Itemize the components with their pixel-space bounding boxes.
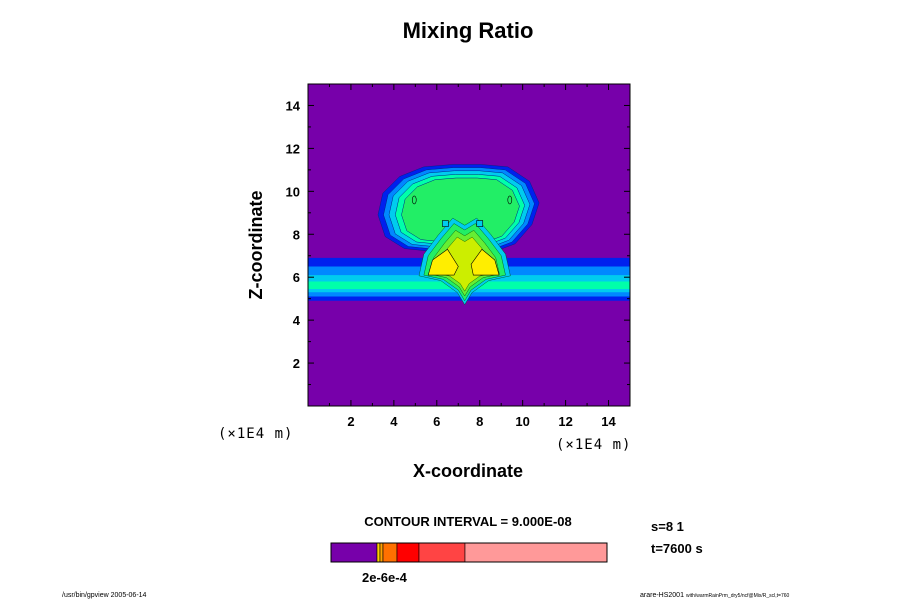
colorbar-segment-2 [379,542,384,563]
s-value-label: s=8 1 [651,519,684,534]
colorbar-segment-0 [330,542,378,563]
x-tick-labels: 2 4 6 8 10 12 14 [347,414,616,429]
y-tick-label: 10 [286,184,300,199]
contour-field [308,84,630,406]
footer-left: /usr/bin/gpview 2005-06-14 [62,592,147,599]
y-axis-title: Z-coordinate [246,190,266,299]
contour-ring-0 [411,195,417,205]
plot-frame [307,83,631,407]
x-tick-label: 8 [476,414,483,429]
colorbar-segment-4 [396,542,420,563]
x-axis-title: X-coordinate [413,461,523,481]
x-tick-label: 10 [515,414,529,429]
contour-box-1 [476,220,484,227]
t-value-label: t=7600 s [651,541,703,556]
colorbar-segment-1 [376,542,381,563]
footer-right-main: arare-HS2001 [640,592,684,599]
y-tick-label: 8 [293,227,300,242]
y-tick-label: 2 [293,356,300,371]
y-tick-label: 4 [293,313,301,328]
axis-ticks [308,84,630,406]
chart-title: Mixing Ratio [403,18,534,43]
colorbar-segment-5 [418,542,466,563]
colorbar-label: 2e-6e-4 [362,570,408,585]
x-tick-label: 2 [347,414,354,429]
footer-right-detail: with/warmRainPrm_dry5/ncf@Mix/R_scl,t=76… [686,593,790,599]
y-tick-labels: 2 4 6 8 10 12 14 [286,98,301,371]
colorbar-frame [330,542,608,563]
contour-box-0 [442,220,449,227]
x-tick-label: 14 [601,414,616,429]
core-right [470,248,500,276]
x-unit-label: (×1E4 m) [556,437,631,453]
colorbar-segment-3 [382,542,398,563]
x-tick-label: 12 [558,414,572,429]
y-unit-label: (×1E4 m) [218,426,293,442]
core-left [427,248,459,276]
contour-interval-label: CONTOUR INTERVAL = 9.000E-08 [364,514,571,529]
colorbar [330,542,608,563]
colorbar-segment-6 [464,542,608,563]
y-tick-label: 14 [286,98,301,113]
x-tick-label: 4 [390,414,398,429]
x-tick-label: 6 [433,414,440,429]
y-tick-label: 12 [286,141,300,156]
y-tick-label: 6 [293,270,300,285]
contour-ring-1 [507,195,513,205]
